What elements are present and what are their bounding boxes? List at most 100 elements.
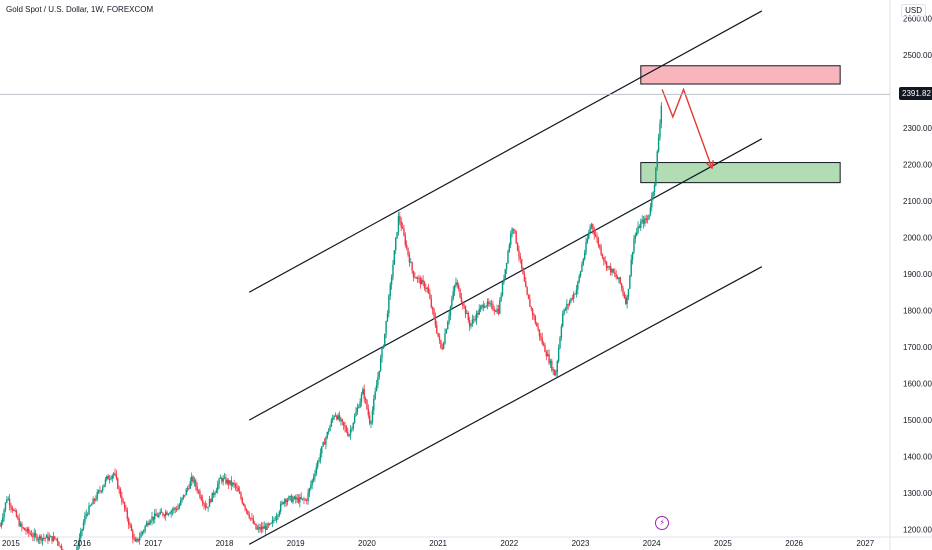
candle-body — [337, 415, 339, 420]
currency-button[interactable]: USD — [901, 4, 926, 17]
candle-body — [419, 278, 422, 285]
lightning-icon[interactable]: ⚡ — [655, 516, 670, 530]
candle-body — [599, 245, 601, 247]
candle-body — [237, 488, 239, 492]
candle-body — [463, 305, 465, 307]
candle-body — [289, 496, 291, 497]
candle-body — [368, 415, 371, 424]
candle-body — [293, 496, 296, 499]
candle-body — [180, 500, 182, 505]
candle-body — [134, 538, 137, 542]
candle-body — [464, 306, 467, 315]
candle-body — [128, 518, 130, 525]
candle-body — [132, 530, 134, 539]
candle-body — [23, 528, 26, 531]
candle-body — [559, 337, 561, 349]
y-tick-label: 1600.00 — [903, 380, 932, 389]
candle-body — [178, 504, 181, 509]
candle-body — [270, 523, 272, 524]
y-tick-label: 2300.00 — [903, 124, 932, 133]
channel-lower-line — [248, 266, 763, 545]
candle-body — [267, 523, 270, 525]
candle-body — [437, 332, 439, 337]
candle-body — [440, 340, 442, 348]
candle-body — [497, 309, 500, 314]
candle-body — [467, 313, 469, 321]
candle-body — [657, 137, 660, 152]
candle-body — [32, 536, 34, 537]
candle-body — [660, 105, 663, 124]
candle-body — [448, 315, 450, 323]
candle-body — [52, 536, 55, 542]
candle-body — [411, 262, 413, 271]
candle-body — [227, 479, 230, 485]
candle-body — [471, 319, 474, 324]
candle-body — [552, 369, 554, 371]
candle-body — [104, 479, 107, 485]
candle-body — [490, 303, 493, 305]
candle-body — [441, 347, 443, 349]
candle-body — [59, 545, 61, 547]
time-axis[interactable]: 2015 2016 2017 2018 2019 2020 2021 2022 2023 2024… — [2, 539, 875, 548]
candle-body — [492, 304, 494, 310]
candle-body — [378, 370, 380, 377]
candle-body — [381, 348, 383, 358]
candle-body — [363, 389, 365, 399]
candle-body — [536, 323, 538, 327]
candle-body — [110, 478, 112, 480]
candle-body — [99, 490, 101, 492]
candle-body — [106, 475, 108, 480]
candle-body — [635, 232, 638, 236]
candle-body — [326, 431, 328, 438]
y-tick-label: 2100.00 — [903, 197, 932, 206]
candle-body — [138, 537, 141, 541]
candle-body — [430, 298, 433, 308]
candle-body — [210, 499, 212, 502]
price-axis[interactable]: 2600.002500.002400.002300.002200.002100.… — [903, 14, 932, 534]
candle-body — [44, 537, 46, 539]
candle-body — [114, 473, 116, 475]
candle-body — [644, 218, 646, 224]
candle-body — [434, 316, 437, 326]
candle-body — [303, 498, 305, 500]
candle-body — [582, 259, 584, 265]
candle-body — [631, 252, 634, 260]
candle-body — [218, 478, 220, 485]
candle-body — [590, 224, 593, 228]
candle-body — [262, 526, 264, 529]
candle-body — [423, 282, 426, 289]
candle-body — [215, 490, 218, 493]
candle-body — [373, 398, 375, 411]
candle-body — [362, 389, 364, 395]
candle-body — [597, 238, 600, 246]
candle-body — [266, 523, 268, 530]
candle-body — [341, 419, 344, 422]
candle-body — [503, 279, 505, 283]
candle-body — [160, 511, 163, 513]
candle-body — [329, 426, 331, 432]
candle-body — [408, 254, 411, 263]
candle-body — [7, 498, 9, 500]
candle-body — [140, 533, 142, 538]
candle-body — [485, 306, 487, 307]
candle-body — [292, 498, 294, 503]
candle-body — [163, 515, 166, 517]
candle-body — [54, 536, 56, 539]
candle-body — [563, 309, 565, 314]
candle-body — [264, 526, 267, 530]
candle-body — [549, 360, 552, 364]
candle-body — [353, 415, 356, 423]
candle-body — [427, 287, 430, 294]
candle-body — [457, 285, 460, 289]
candle-body — [111, 475, 113, 479]
candle-body — [233, 483, 235, 485]
candle-body — [26, 528, 29, 532]
candle-body — [155, 513, 157, 516]
candle-body — [553, 369, 556, 376]
candle-body — [197, 490, 200, 492]
candle-body — [221, 478, 223, 482]
candle-body — [82, 522, 85, 529]
candle-body — [360, 394, 363, 402]
